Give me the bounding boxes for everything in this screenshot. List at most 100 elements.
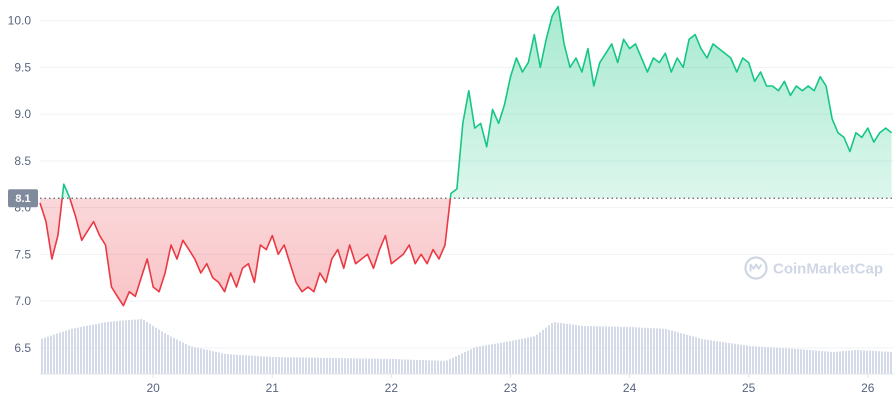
volume-bar xyxy=(80,326,82,374)
x-tick-label: 25 xyxy=(742,381,756,395)
volume-bar xyxy=(554,322,556,374)
volume-bar xyxy=(302,357,304,374)
price-lines xyxy=(39,5,893,307)
volume-bar xyxy=(617,326,619,374)
volume-bar xyxy=(476,346,478,374)
volume-bar xyxy=(113,321,115,374)
volume-bar xyxy=(677,332,679,374)
volume-bar xyxy=(314,357,316,374)
volume-bar xyxy=(845,350,847,374)
volume-bar xyxy=(164,333,166,374)
volume-bar xyxy=(623,326,625,374)
volume-bar xyxy=(821,351,823,374)
volume-bar xyxy=(869,350,871,374)
volume-bar xyxy=(116,321,118,374)
volume-bar xyxy=(272,356,274,374)
volume-bar xyxy=(374,358,376,374)
volume-bar xyxy=(365,358,367,374)
volume-bar xyxy=(716,341,718,374)
volume-bar xyxy=(86,325,88,374)
volume-bar xyxy=(296,357,298,374)
coinmarketcap-logo-icon xyxy=(744,256,768,280)
x-tick-label: 21 xyxy=(266,381,280,395)
volume-bar xyxy=(809,350,811,374)
volume-bar xyxy=(689,335,691,374)
baseline-price-badge: 8.1 xyxy=(8,189,38,208)
volume-bar xyxy=(806,349,808,374)
volume-bar xyxy=(326,357,328,374)
volume-bar xyxy=(317,357,319,374)
volume-bar xyxy=(503,342,505,374)
volume-bar xyxy=(215,351,217,374)
volume-bar xyxy=(884,351,886,374)
volume-bar xyxy=(758,346,760,374)
volume-bar xyxy=(137,319,139,374)
volume-bar xyxy=(482,345,484,374)
volume-bar xyxy=(293,357,295,374)
volume-bar xyxy=(254,355,256,374)
volume-bar xyxy=(68,329,70,374)
volume-bar xyxy=(518,339,520,374)
volume-bar xyxy=(158,329,160,374)
volume-bar xyxy=(398,359,400,374)
baseline-badge-bg xyxy=(8,189,38,208)
volume-bar xyxy=(155,327,157,374)
volume-bar xyxy=(746,345,748,374)
area-below-baseline xyxy=(40,198,451,306)
volume-bar xyxy=(320,357,322,374)
volume-bar xyxy=(659,328,661,374)
volume-bar xyxy=(77,327,79,374)
volume-bar xyxy=(860,350,862,374)
volume-bar xyxy=(551,322,553,374)
y-tick-label: 9.0 xyxy=(14,107,31,121)
volume-bar xyxy=(500,342,502,374)
x-tick-label: 26 xyxy=(861,381,875,395)
volume-bar xyxy=(41,338,43,374)
volume-bar xyxy=(248,355,250,374)
volume-bar xyxy=(422,360,424,374)
price-line-down xyxy=(39,198,452,307)
volume-bar xyxy=(506,341,508,374)
volume-bar xyxy=(437,360,439,374)
volume-bar xyxy=(167,334,169,374)
y-tick-label: 6.5 xyxy=(14,341,31,355)
volume-bar xyxy=(332,358,334,374)
volume-bar xyxy=(311,357,313,374)
volume-bar xyxy=(701,338,703,374)
volume-bar xyxy=(371,358,373,374)
volume-bar xyxy=(611,326,613,374)
volume-bar xyxy=(605,326,607,374)
volume-bar xyxy=(779,347,781,374)
volume-bar xyxy=(812,350,814,374)
y-tick-label: 8.5 xyxy=(14,154,31,168)
price-area xyxy=(40,6,892,306)
volume-bar xyxy=(101,322,103,374)
volume-bar xyxy=(263,356,265,374)
x-tick-label: 20 xyxy=(146,381,160,395)
volume-bar xyxy=(467,350,469,374)
volume-bar xyxy=(572,324,574,374)
volume-bar xyxy=(788,348,790,374)
volume-bar xyxy=(836,351,838,374)
volume-bar xyxy=(713,340,715,374)
volume-bar xyxy=(737,344,739,374)
volume-bar xyxy=(50,335,52,374)
volume-bar xyxy=(395,359,397,374)
volume-bar xyxy=(671,330,673,374)
volume-bar xyxy=(461,353,463,374)
volume-bar xyxy=(443,360,445,374)
volume-bar xyxy=(521,338,523,374)
volume-bar xyxy=(596,326,598,374)
volume-bar xyxy=(620,326,622,374)
volume-bar xyxy=(782,348,784,374)
y-tick-label: 7.5 xyxy=(14,247,31,261)
volume-bar xyxy=(818,350,820,374)
volume-bar xyxy=(95,324,97,374)
volume-bar xyxy=(866,350,868,374)
volume-bar xyxy=(212,351,214,374)
volume-bar xyxy=(797,349,799,374)
volume-bar xyxy=(824,351,826,374)
volume-bar xyxy=(785,348,787,374)
